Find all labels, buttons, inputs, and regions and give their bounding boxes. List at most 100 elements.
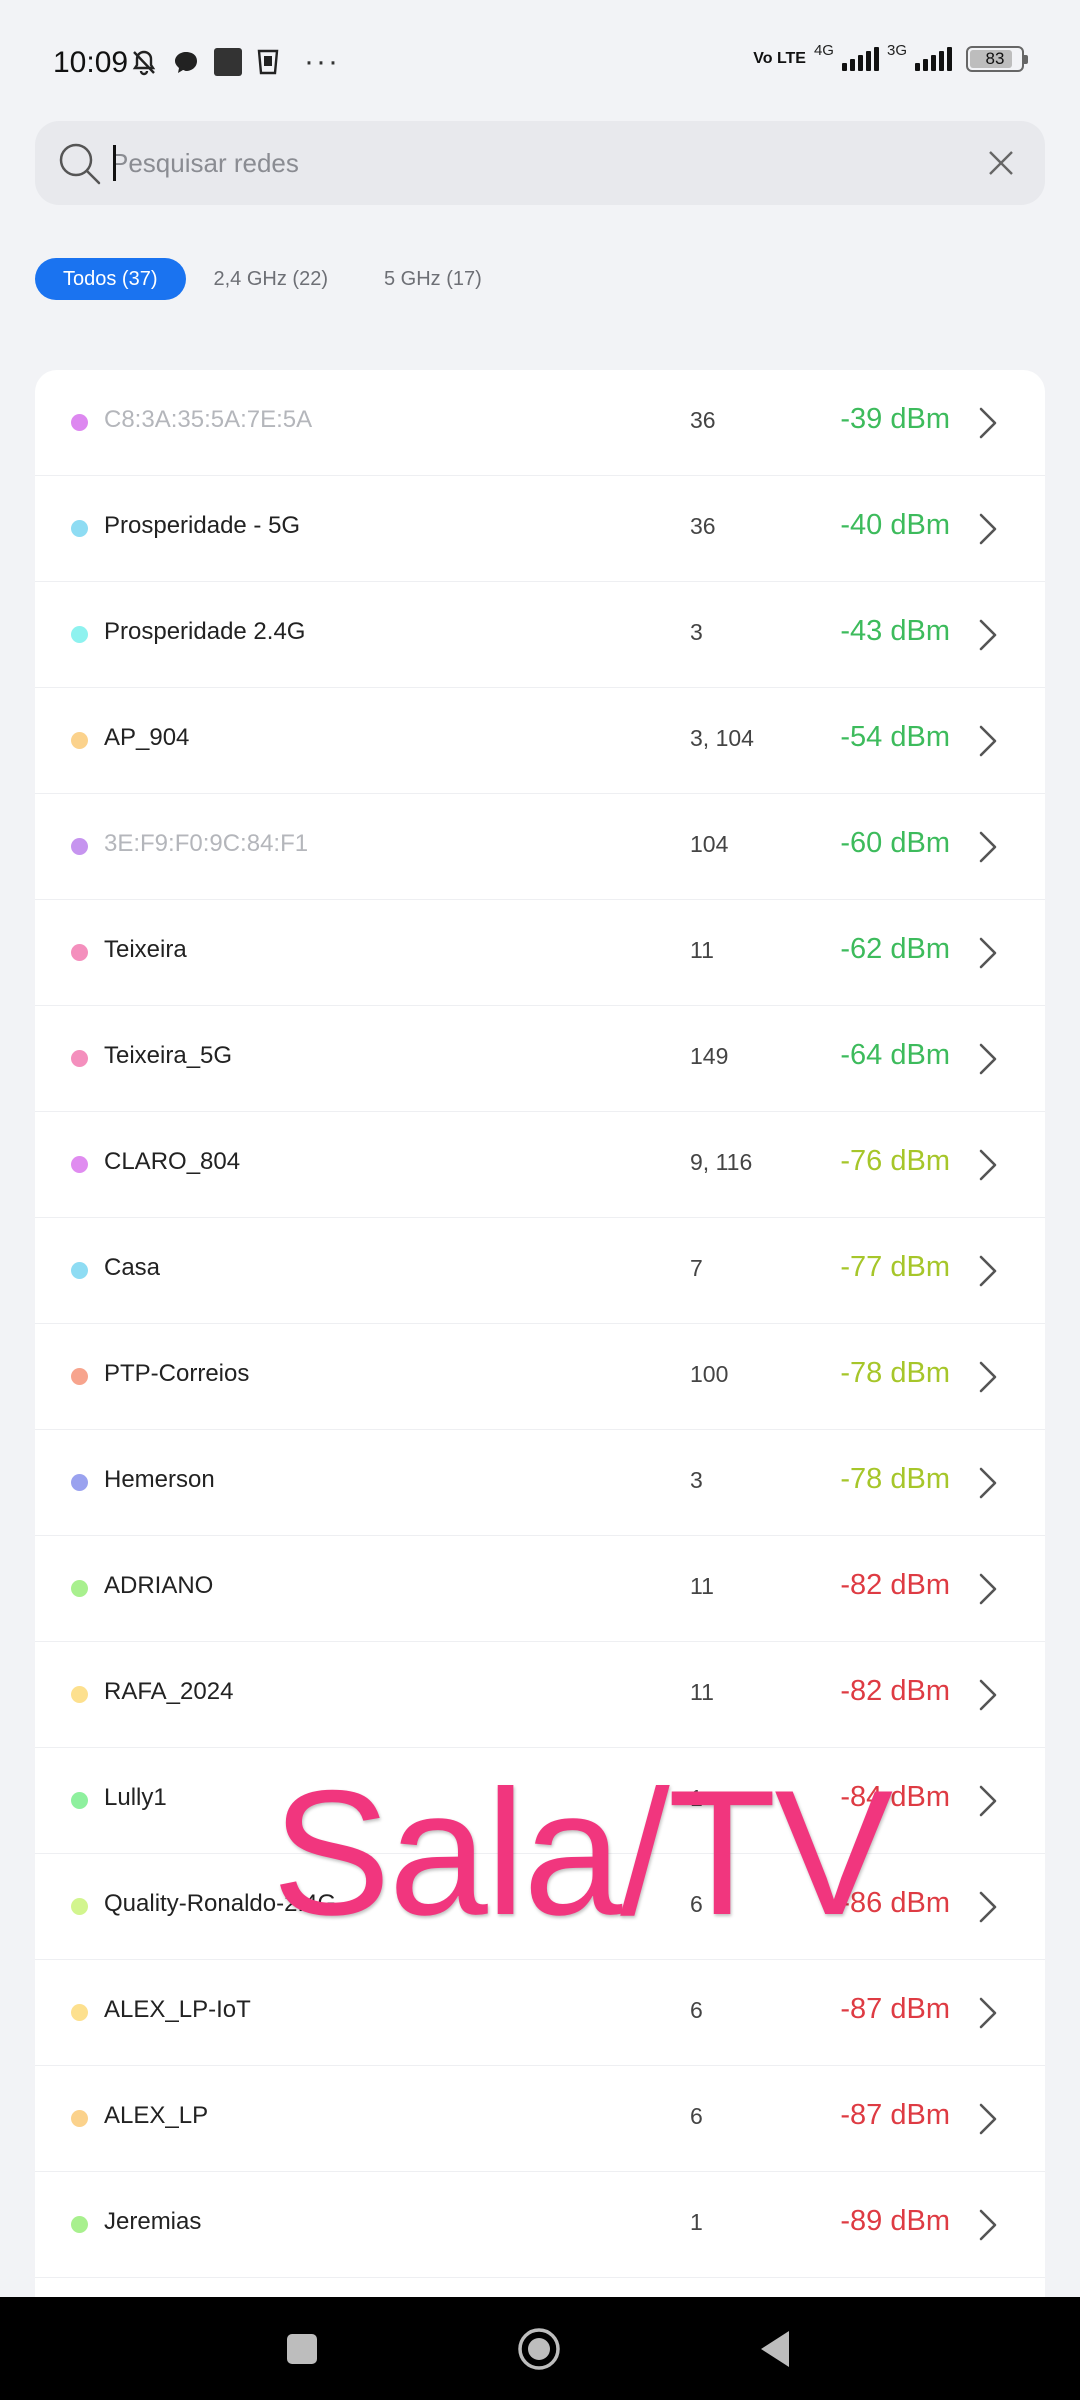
network-row[interactable]: Teixeira_5G 149 -64 dBm — [35, 1006, 1045, 1112]
network-row[interactable]: PTP-Correios 100 -78 dBm — [35, 1324, 1045, 1430]
network-row[interactable]: AP_904 3, 104 -54 dBm — [35, 688, 1045, 794]
navigation-bar — [0, 2297, 1080, 2400]
network-color-dot — [71, 1898, 88, 1915]
network-signal-dbm: -87 dBm — [840, 1993, 950, 2025]
network-signal-dbm: -76 dBm — [840, 1145, 950, 1177]
network-row[interactable]: Prosperidade 2.4G 3 -43 dBm — [35, 582, 1045, 688]
back-icon[interactable] — [751, 2323, 803, 2375]
network-signal-dbm: -78 dBm — [840, 1357, 950, 1389]
network-color-dot — [71, 1686, 88, 1703]
chevron-right-icon — [979, 1785, 997, 1817]
tab-all[interactable]: Todos (37) — [35, 258, 186, 300]
close-icon[interactable] — [985, 147, 1017, 179]
status-time: 10:09 — [53, 46, 129, 79]
network-channel: 1 — [690, 2209, 703, 2235]
network-type-2: 3G — [886, 42, 907, 59]
tab-2-4ghz[interactable]: 2,4 GHz (22) — [213, 268, 328, 290]
network-ssid: Casa — [104, 1254, 161, 1281]
network-ssid: Jeremias — [104, 2208, 202, 2235]
chevron-right-icon — [979, 1997, 997, 2029]
chevron-right-icon — [979, 407, 997, 439]
network-row[interactable]: C8:3A:35:5A:7E:5A 36 -39 dBm — [35, 370, 1045, 476]
network-ssid: ADRIANO — [104, 1572, 214, 1599]
network-ssid: PTP-Correios — [104, 1360, 250, 1387]
network-color-dot — [71, 1156, 88, 1173]
chevron-right-icon — [979, 937, 997, 969]
network-signal-dbm: -82 dBm — [840, 1569, 950, 1601]
home-icon[interactable] — [513, 2323, 565, 2375]
network-channel: 1 — [690, 1785, 703, 1811]
network-channel: 7 — [690, 1255, 703, 1281]
recent-apps-icon[interactable] — [276, 2323, 328, 2375]
network-row[interactable]: ALEX_LP-IoT 6 -87 dBm — [35, 1960, 1045, 2066]
chevron-right-icon — [979, 1255, 997, 1287]
chevron-right-icon — [979, 1467, 997, 1499]
network-channel: 6 — [690, 2103, 703, 2129]
network-signal-dbm: -78 dBm — [840, 1463, 950, 1495]
network-row[interactable]: Casa 7 -77 dBm — [35, 1218, 1045, 1324]
network-row[interactable]: Teixeira 11 -62 dBm — [35, 900, 1045, 1006]
chevron-right-icon — [979, 1573, 997, 1605]
network-signal-dbm: -62 dBm — [840, 933, 950, 965]
network-signal-dbm: -43 dBm — [840, 615, 950, 647]
network-color-dot — [71, 944, 88, 961]
network-color-dot — [71, 732, 88, 749]
network-channel: 9, 116 — [690, 1149, 753, 1175]
network-row[interactable]: Jeremias 1 -89 dBm — [35, 2172, 1045, 2278]
more-icon: ··· — [304, 45, 340, 78]
chevron-right-icon — [979, 1679, 997, 1711]
network-color-dot — [71, 520, 88, 537]
network-signal-dbm: -86 dBm — [840, 1887, 950, 1919]
network-row[interactable]: Hemerson 3 -78 dBm — [35, 1430, 1045, 1536]
network-color-dot — [71, 838, 88, 855]
network-color-dot — [71, 1050, 88, 1067]
network-color-dot — [71, 1474, 88, 1491]
network-channel: 3 — [690, 1467, 703, 1493]
network-channel: 6 — [690, 1997, 703, 2023]
network-channel: 11 — [690, 1679, 714, 1705]
battery-level — [970, 50, 1012, 68]
network-channel: 11 — [690, 1573, 714, 1599]
network-signal-dbm: -54 dBm — [840, 721, 950, 753]
battery-icon: 83 — [966, 46, 1028, 72]
chevron-right-icon — [979, 513, 997, 545]
chevron-right-icon — [979, 1361, 997, 1393]
network-ssid: Quality-Ronaldo-2.4G — [104, 1890, 337, 1917]
network-row[interactable]: Prosperidade - 5G 36 -40 dBm — [35, 476, 1045, 582]
network-signal-dbm: -39 dBm — [840, 403, 950, 435]
network-channel: 100 — [690, 1361, 729, 1387]
tab-5ghz[interactable]: 5 GHz (17) — [383, 268, 482, 290]
search-icon — [59, 143, 101, 185]
signal-strength-icon — [841, 47, 879, 71]
network-channel: 6 — [690, 1891, 703, 1917]
network-ssid: ALEX_LP-IoT — [104, 1996, 251, 2023]
network-row[interactable]: ALEX_LP 6 -87 dBm — [35, 2066, 1045, 2172]
network-signal-dbm: -87 dBm — [840, 2099, 950, 2131]
chevron-right-icon — [979, 619, 997, 651]
network-color-dot — [71, 1580, 88, 1597]
network-row[interactable]: Quality-Ronaldo-2.4G 6 -86 dBm — [35, 1854, 1045, 1960]
network-signal-dbm: -64 dBm — [840, 1039, 950, 1071]
network-channel: 36 — [690, 513, 716, 539]
network-ssid: RAFA_2024 — [104, 1678, 234, 1705]
network-row[interactable]: 3E:F9:F0:9C:84:F1 104 -60 dBm — [35, 794, 1045, 900]
network-list: C8:3A:35:5A:7E:5A 36 -39 dBm Prosperidade -… — [35, 370, 1045, 2297]
battery-percent: 83 — [985, 49, 1005, 68]
bell-muted-icon — [132, 50, 156, 76]
search-input[interactable] — [111, 135, 951, 191]
chevron-right-icon — [979, 725, 997, 757]
network-type-1: 4G — [813, 42, 834, 59]
network-channel: 104 — [690, 831, 729, 857]
network-row[interactable]: RAFA_2024 11 -82 dBm — [35, 1642, 1045, 1748]
network-color-dot — [71, 1262, 88, 1279]
network-row[interactable]: ADRIANO 11 -82 dBm — [35, 1536, 1045, 1642]
network-color-dot — [71, 626, 88, 643]
network-row[interactable]: CLARO_804 9, 116 -76 dBm — [35, 1112, 1045, 1218]
band-filter-tabs: Todos (37) 2,4 GHz (22) 5 GHz (17) — [35, 258, 510, 300]
network-row[interactable]: Lully1 1 -84 dBm — [35, 1748, 1045, 1854]
network-ssid: CLARO_804 — [104, 1148, 241, 1175]
network-color-dot — [71, 414, 88, 431]
network-color-dot — [71, 2110, 88, 2127]
status-bar: 10:09 ··· Vo LTE 4G 3G — [0, 0, 1080, 110]
